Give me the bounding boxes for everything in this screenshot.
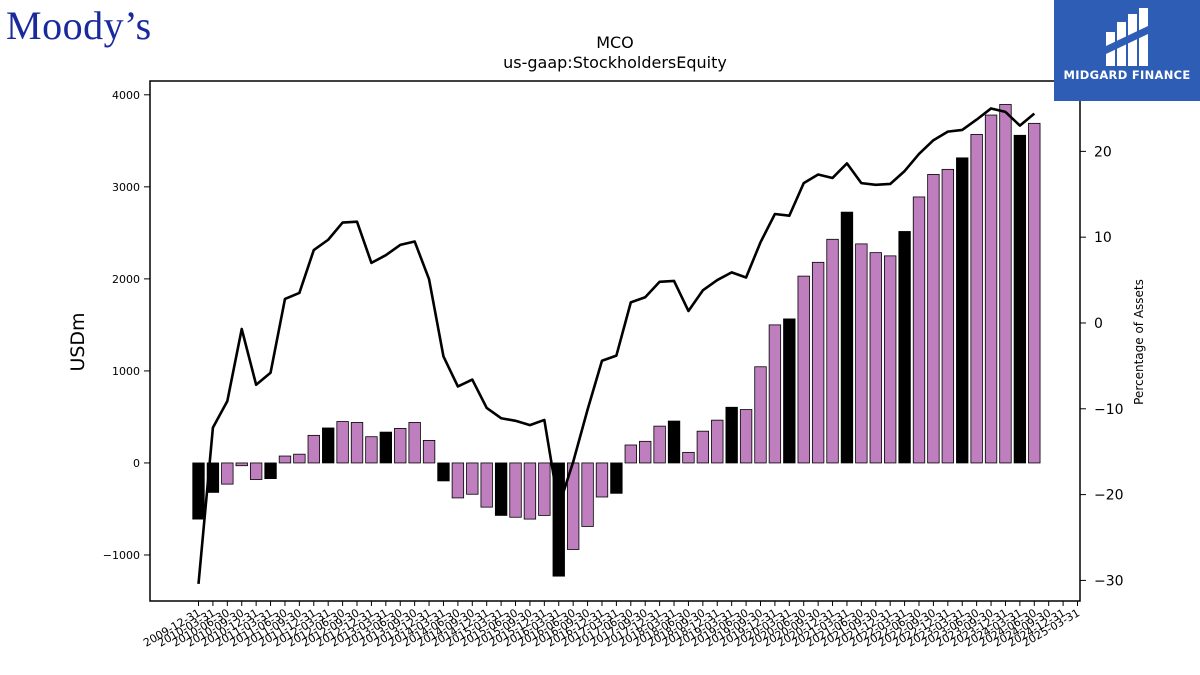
midgard-mark-icon [1106, 8, 1148, 66]
bar [1028, 122, 1041, 464]
bar [840, 211, 854, 464]
bar [422, 439, 436, 464]
bar [322, 427, 335, 464]
bar [869, 252, 882, 464]
y-tick-label: 4000 [112, 89, 140, 102]
bar [999, 104, 1012, 464]
line-layer [197, 107, 1036, 584]
bar [278, 455, 292, 464]
midgard-finance-logo: MIDGARD FINANCE [1054, 0, 1200, 101]
left-axis: −1000 0 1000 2000 3000 4000 [103, 89, 150, 562]
midgard-finance-name: MIDGARD FINANCE [1063, 68, 1191, 82]
bar [653, 425, 666, 464]
bar [639, 440, 652, 464]
bar [538, 462, 551, 516]
right-axis: −30 −20 −10 0 10 20 [1080, 144, 1124, 589]
bar [192, 462, 205, 520]
bar [1013, 134, 1027, 464]
bar [408, 422, 421, 464]
bar [610, 462, 623, 494]
bar [509, 462, 522, 518]
bar [797, 275, 810, 464]
bar [480, 462, 493, 508]
bar [221, 462, 234, 485]
bar [984, 114, 998, 464]
bar [552, 462, 565, 577]
y-tick-label: 3000 [112, 181, 140, 194]
bar [249, 462, 263, 480]
bar [451, 462, 465, 499]
bar [466, 462, 479, 495]
bar [365, 436, 378, 464]
bar [437, 462, 450, 482]
y-tick-label: 0 [133, 457, 140, 470]
percentage-of-assets-line [197, 107, 1036, 584]
bar [912, 196, 926, 464]
y2-tick-label: −20 [1094, 488, 1124, 504]
y2-tick-label: 10 [1094, 230, 1112, 246]
y-tick-label: 1000 [112, 365, 140, 378]
bars-layer [192, 104, 1041, 577]
bar [898, 231, 911, 464]
bar [970, 133, 983, 464]
plot-frame [149, 80, 1081, 602]
bar [956, 157, 969, 464]
bar [336, 421, 349, 464]
bar [350, 422, 364, 464]
bar [235, 462, 248, 467]
chart-subtitle: us-gaap:StockholdersEquity [503, 53, 727, 72]
bar [811, 261, 825, 464]
x-axis: 2009-12-312010-03-312010-06-302010-09-30… [141, 601, 1082, 650]
bar [725, 406, 738, 464]
chart-title: MCO [596, 33, 634, 52]
bar [379, 431, 393, 464]
y-tick-label: −1000 [103, 549, 140, 562]
bar [523, 462, 537, 520]
bar [667, 420, 681, 464]
bar [595, 462, 609, 498]
bar [696, 430, 710, 464]
bar [307, 434, 320, 464]
bar [754, 366, 767, 464]
bar [264, 462, 277, 480]
bar [624, 444, 637, 464]
bar [826, 238, 839, 464]
bar [581, 462, 594, 527]
bar [293, 453, 306, 464]
bar [941, 168, 954, 464]
moodys-logo: Moody’s [6, 3, 152, 48]
y2-tick-label: 0 [1094, 316, 1103, 332]
y2-axis-label: Percentage of Assets [1132, 279, 1146, 405]
y-tick-label: 2000 [112, 273, 140, 286]
bar [682, 451, 695, 464]
bar [768, 324, 782, 464]
bar [494, 462, 508, 516]
bar [394, 428, 407, 464]
y2-tick-label: −30 [1094, 573, 1124, 589]
bar [855, 243, 868, 464]
y2-tick-label: 20 [1094, 144, 1112, 160]
bar [783, 318, 796, 464]
bar [884, 255, 897, 464]
y-axis-label: USDm [67, 312, 89, 371]
bar [739, 409, 753, 464]
bar [927, 174, 940, 464]
y2-tick-label: −10 [1094, 402, 1124, 418]
bar [711, 419, 724, 464]
